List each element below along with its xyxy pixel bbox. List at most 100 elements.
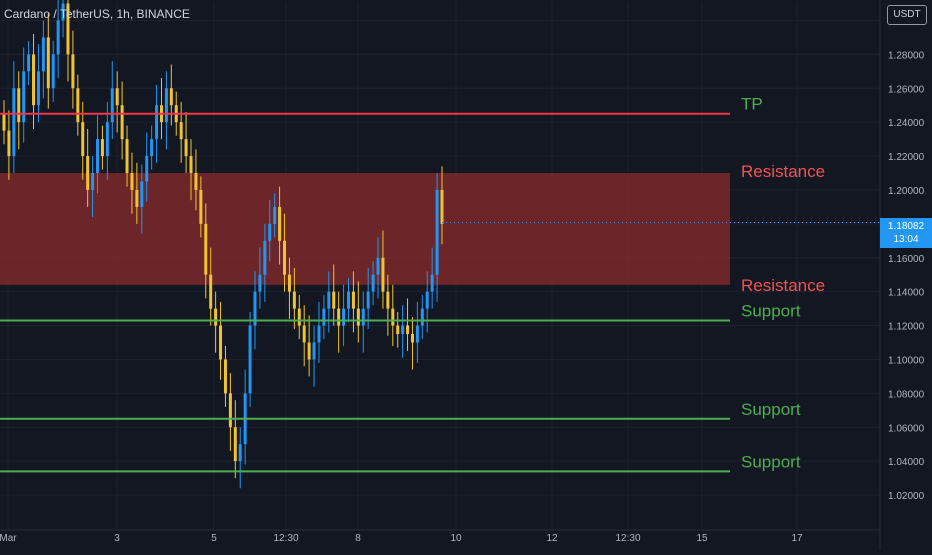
candle-body: [125, 139, 129, 174]
support-label: Support: [741, 400, 801, 419]
candle-body: [214, 308, 218, 326]
candle-body: [327, 291, 331, 309]
candle-body: [91, 173, 95, 190]
candle-body: [76, 88, 80, 123]
resistance-zone-layer: [0, 173, 730, 285]
candle-body: [361, 308, 365, 326]
candle-body: [342, 308, 346, 326]
candle-body: [332, 291, 336, 309]
candle-body: [356, 308, 360, 326]
candle-body: [22, 71, 26, 123]
candle-body: [263, 240, 267, 275]
candle-body: [105, 122, 109, 157]
candle-body: [46, 37, 50, 89]
candle-body: [36, 71, 40, 106]
candle-body: [337, 308, 341, 326]
candle-body: [253, 291, 257, 326]
candle-body: [430, 274, 434, 292]
candle-body: [440, 189, 444, 224]
candle-body: [135, 189, 139, 207]
candle-body: [17, 88, 21, 123]
last-price-tag: 1.18082 13:04: [880, 218, 932, 248]
price-tick-label: 1.24000: [888, 118, 925, 129]
candle-body: [2, 113, 6, 131]
candle-body: [302, 325, 306, 343]
levels: TP Resistance Resistance Support Support Supp…: [0, 95, 880, 473]
candle-body: [228, 393, 232, 428]
candle-body: [386, 291, 390, 309]
candle-body: [110, 88, 114, 123]
candle-body: [32, 54, 36, 106]
price-tick-label: 1.16000: [888, 254, 925, 265]
price-tick-label: 1.06000: [888, 423, 925, 434]
candle-body: [164, 88, 168, 123]
time-tick-label: Mar: [0, 533, 17, 544]
candle-body: [61, 3, 65, 21]
currency-badge[interactable]: USDT: [887, 5, 927, 25]
resistance-label: Resistance: [741, 162, 825, 181]
candle-body: [219, 325, 223, 360]
time-tick-label: 8: [355, 533, 361, 544]
time-tick-label: 12: [546, 533, 558, 544]
price-tick-label: 1.20000: [888, 186, 925, 197]
candle-body: [307, 342, 311, 360]
time-axis[interactable]: Mar 3 5 12:30 8 10 12 12:30 15 17: [0, 533, 803, 544]
candle-body: [184, 139, 188, 157]
time-tick-label: 5: [211, 533, 217, 544]
candle-body: [322, 308, 326, 326]
candle-body: [376, 257, 380, 275]
candle-body: [204, 223, 208, 275]
candle-body: [410, 334, 414, 343]
candle-body: [406, 325, 410, 335]
candle-body: [238, 444, 242, 462]
candle-body: [51, 54, 55, 89]
candle-body: [120, 105, 124, 140]
candle-body: [199, 189, 203, 224]
support-label: Support: [741, 452, 801, 471]
candle-body: [81, 122, 85, 157]
candle-body: [420, 308, 424, 326]
time-tick-label: 15: [696, 533, 708, 544]
candle-body: [278, 206, 282, 241]
time-tick-label: 10: [450, 533, 462, 544]
candle-body: [223, 359, 227, 394]
candle-body: [56, 20, 60, 55]
candle-body: [209, 274, 213, 309]
candle-body: [155, 105, 159, 140]
time-tick-label: 17: [791, 533, 803, 544]
resistance-label: Resistance: [741, 276, 825, 295]
price-tick-label: 1.12000: [888, 322, 925, 333]
candle-body: [283, 240, 287, 275]
candle-body: [150, 139, 154, 157]
candle-body: [115, 88, 119, 106]
candle-body: [145, 156, 149, 182]
price-tick-label: 1.28000: [888, 50, 925, 61]
candle-body: [194, 173, 198, 190]
candle-body: [258, 274, 262, 292]
candle-body: [292, 291, 296, 309]
price-tick-label: 1.26000: [888, 84, 925, 95]
price-tick-label: 1.10000: [888, 355, 925, 366]
candle-body: [189, 156, 193, 174]
price-tick-label: 1.04000: [888, 457, 925, 468]
time-tick-label: 3: [114, 533, 120, 544]
candle-body: [287, 274, 291, 292]
candle-body: [27, 54, 31, 72]
candle-body: [415, 325, 419, 343]
candle-body: [233, 427, 237, 462]
last-price-value: 1.18082: [887, 221, 925, 232]
candle-body: [381, 257, 385, 292]
candle-body: [66, 3, 70, 55]
candle-body: [86, 156, 90, 190]
candle-body: [297, 308, 301, 326]
candle-body: [100, 139, 104, 157]
price-axis[interactable]: 1.02000 1.04000 1.06000 1.08000 1.10000 1.120…: [888, 16, 925, 502]
symbol-title[interactable]: Cardano / TetherUS, 1h, BINANCE: [4, 7, 190, 21]
candle-body: [268, 223, 272, 241]
price-tick-label: 1.22000: [888, 152, 925, 163]
candle-body: [435, 189, 439, 275]
candle-body: [179, 122, 183, 140]
candle-body: [130, 173, 134, 190]
